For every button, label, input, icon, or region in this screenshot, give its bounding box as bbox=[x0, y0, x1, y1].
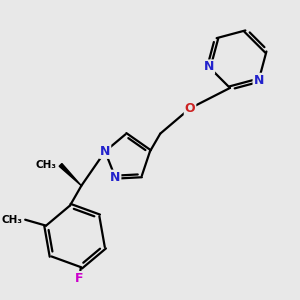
Text: F: F bbox=[75, 272, 84, 285]
Text: CH₃: CH₃ bbox=[2, 215, 23, 225]
Text: N: N bbox=[100, 145, 110, 158]
Text: N: N bbox=[110, 171, 120, 184]
Text: N: N bbox=[254, 74, 264, 87]
Polygon shape bbox=[59, 164, 81, 186]
Text: O: O bbox=[185, 102, 195, 115]
Text: CH₃: CH₃ bbox=[36, 160, 57, 170]
Text: N: N bbox=[204, 60, 214, 74]
